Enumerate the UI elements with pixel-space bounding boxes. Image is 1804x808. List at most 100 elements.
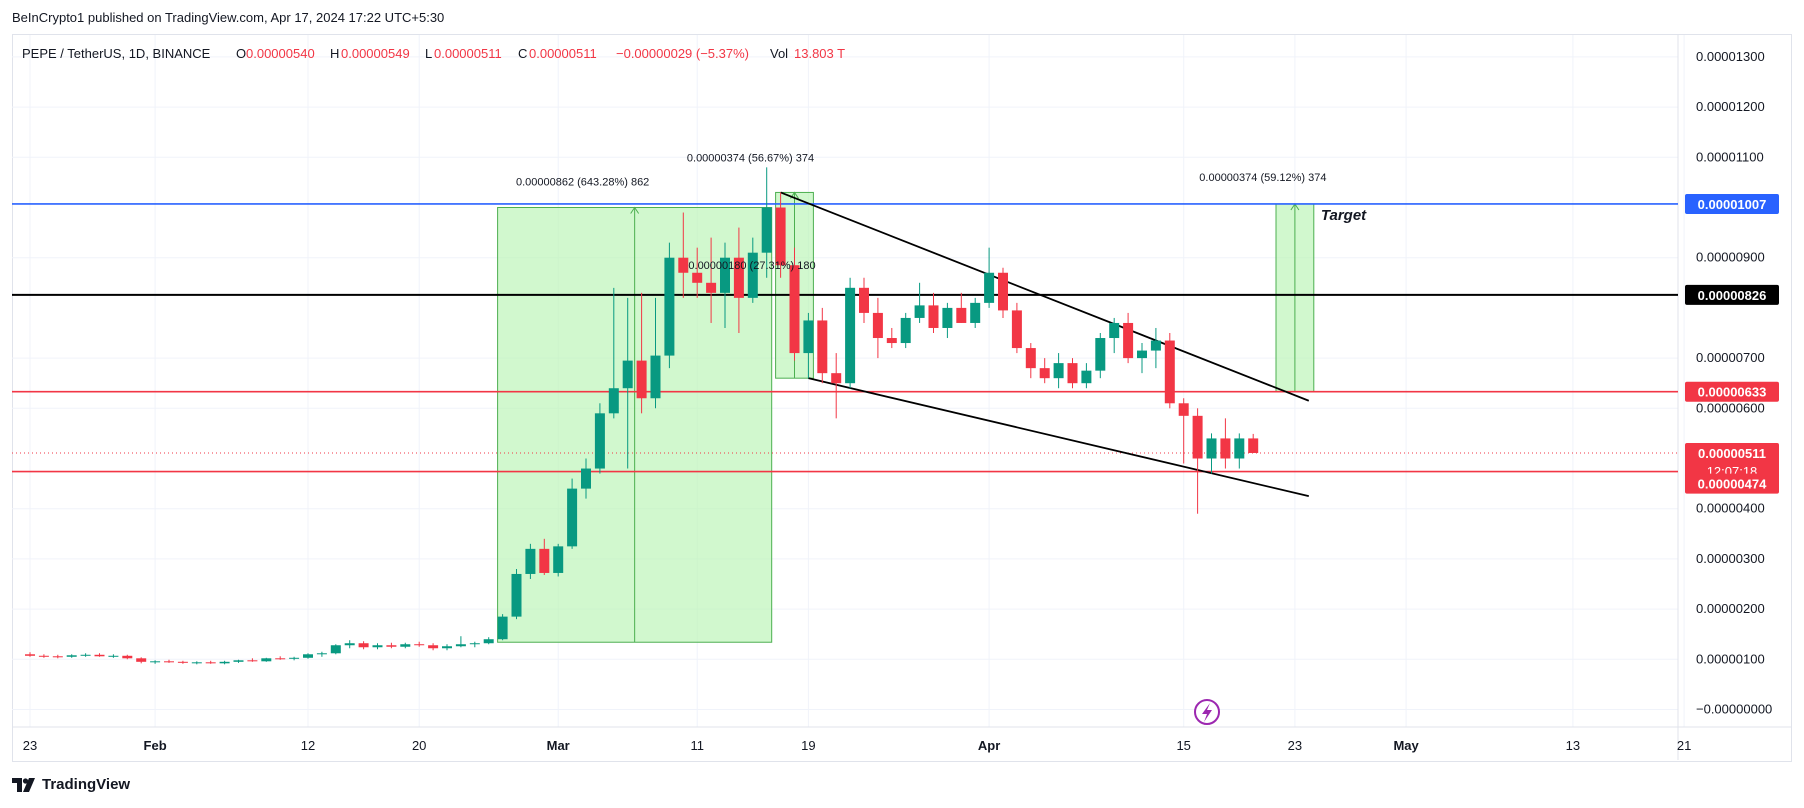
y-tick-label: 0.00000100 xyxy=(1696,651,1765,666)
candle xyxy=(872,297,883,359)
candle xyxy=(66,654,77,658)
candle-body xyxy=(400,644,411,647)
candle xyxy=(1192,408,1203,514)
candle-body xyxy=(928,305,939,328)
candle xyxy=(775,192,786,278)
y-tick-label: 0.00000700 xyxy=(1696,350,1765,365)
candle-body xyxy=(316,653,327,655)
candle xyxy=(164,659,174,663)
candle-body xyxy=(177,661,188,663)
candle xyxy=(956,292,967,323)
y-axis-labels: 0.00001300 0.00001200 0.00001100 0.00000900… xyxy=(1696,49,1772,717)
candle xyxy=(289,656,300,661)
candle xyxy=(358,641,369,650)
header-h-label: H xyxy=(330,46,339,61)
candle-body xyxy=(136,658,147,662)
y-tick-label: 0.00001200 xyxy=(1696,99,1765,114)
price-tag-blue-text: 0.00001007 xyxy=(1698,197,1767,212)
candle xyxy=(428,643,439,651)
wedge-lower-line xyxy=(808,377,1310,498)
candle-body xyxy=(164,661,174,663)
price-tag-red-upper xyxy=(1685,381,1779,402)
measure-zones xyxy=(497,191,1315,643)
candle-body xyxy=(1164,340,1175,404)
candle-body xyxy=(344,643,355,646)
candle xyxy=(344,640,355,649)
candle xyxy=(1081,363,1092,389)
candle-body xyxy=(831,373,842,384)
candle-body xyxy=(1067,363,1078,384)
candle xyxy=(1178,398,1189,464)
candle xyxy=(205,660,216,664)
price-tag-red-upper-text: 0.00000633 xyxy=(1698,385,1767,400)
candle xyxy=(1137,343,1147,374)
candle xyxy=(455,636,466,648)
candle xyxy=(511,568,522,620)
candle xyxy=(1053,353,1064,389)
price-tags: 0.00001007 0.00000826 0.00000633 0.00000511… xyxy=(1685,193,1779,494)
candle-body xyxy=(1178,403,1189,416)
price-tag-red-lower-text: 0.00000474 xyxy=(1698,477,1767,492)
candle-body xyxy=(720,257,730,293)
lightning-icon[interactable] xyxy=(1194,699,1220,725)
candle-body xyxy=(970,302,981,323)
price-tag-red-lower xyxy=(1685,473,1779,494)
candle-body xyxy=(984,272,995,303)
candle xyxy=(942,302,953,339)
candle-body xyxy=(1081,370,1092,384)
candle-body xyxy=(455,644,466,647)
candle-body xyxy=(191,662,202,664)
candle-body xyxy=(706,282,717,293)
candle xyxy=(108,654,119,658)
candle-body xyxy=(1095,338,1106,371)
candle-body xyxy=(261,658,272,662)
y-tick-label: 0.00000300 xyxy=(1696,551,1765,566)
x-tick-label: 12 xyxy=(301,738,315,753)
candle-body xyxy=(789,265,800,354)
candle xyxy=(150,660,161,664)
candle-body xyxy=(567,488,578,547)
candle xyxy=(233,659,244,663)
grid xyxy=(12,35,1792,760)
candle xyxy=(1220,418,1231,469)
x-tick-label: 20 xyxy=(412,738,426,753)
header-o-value: 0.00000540 xyxy=(246,46,315,61)
header-vol-label: Vol xyxy=(770,46,788,61)
candle xyxy=(1206,433,1217,474)
tradingview-logo[interactable]: TradingView xyxy=(12,776,130,793)
candle-body xyxy=(1220,438,1231,459)
candle xyxy=(747,237,758,303)
candle-body xyxy=(1150,340,1161,351)
candle xyxy=(594,403,605,474)
price-tag-current xyxy=(1685,442,1779,483)
candle-body xyxy=(1011,310,1022,349)
x-tick-label: May xyxy=(1393,738,1419,753)
candle xyxy=(469,641,480,648)
candle xyxy=(845,277,856,389)
candle-body xyxy=(1192,415,1203,459)
candle xyxy=(650,297,661,409)
target-annotation: Target xyxy=(1321,207,1367,224)
header-l-label: L xyxy=(425,46,432,61)
y-tick-label: 0.00000900 xyxy=(1696,250,1765,265)
candle-body xyxy=(608,388,619,414)
candle xyxy=(692,247,703,298)
candle xyxy=(386,642,397,649)
y-tick-label: 0.00001100 xyxy=(1696,149,1764,164)
candle xyxy=(984,247,995,308)
candle xyxy=(80,653,91,657)
candle-body xyxy=(733,257,744,298)
candle xyxy=(622,297,633,469)
header-l-value: 0.00000511 xyxy=(434,46,502,61)
candle xyxy=(1067,358,1078,389)
candle-body xyxy=(1123,322,1134,359)
candle xyxy=(859,277,869,323)
price-tag-blue xyxy=(1685,193,1779,214)
candle-body xyxy=(469,643,480,645)
y-tick-label: 0.00000600 xyxy=(1696,400,1765,415)
candle-body xyxy=(845,287,856,384)
candle-body xyxy=(233,660,244,662)
header-vol-value: 13.803 T xyxy=(794,46,845,61)
candle xyxy=(900,312,911,349)
